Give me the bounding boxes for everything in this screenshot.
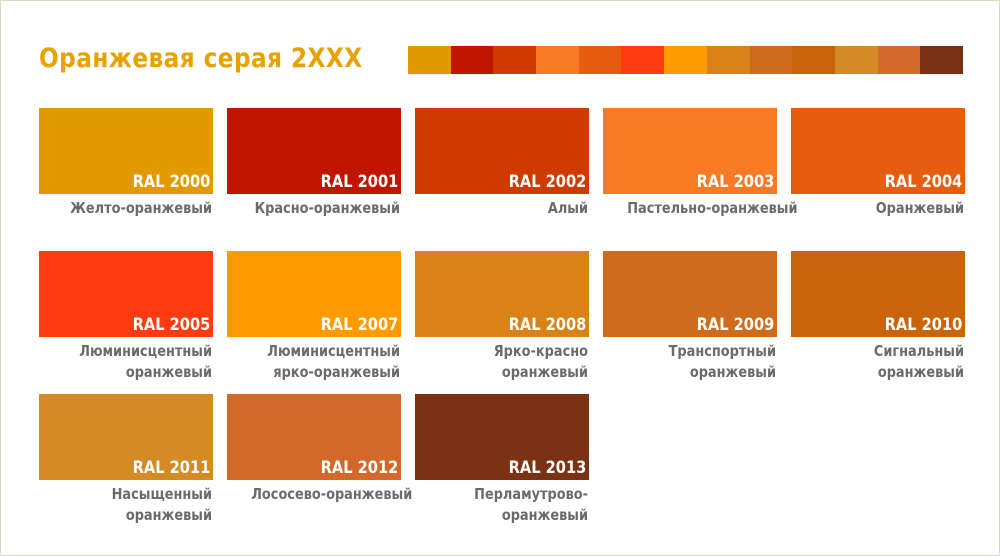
strip-segment (578, 46, 622, 74)
strip-segment (834, 46, 878, 74)
strip-segment (408, 46, 451, 74)
color-swatch: RAL 2011 (39, 394, 213, 480)
strip-segment (493, 46, 537, 74)
strip-segment (706, 46, 750, 74)
strip-segment (621, 46, 665, 74)
color-card: RAL 2003 Пастельно-оранжевый (603, 108, 798, 219)
color-card: RAL 2002 Алый (415, 108, 589, 219)
ral-code: RAL 2007 (320, 315, 398, 335)
color-card: RAL 2011 Насыщенный оранжевый (39, 394, 213, 526)
color-name-line: оранжевый (501, 363, 588, 381)
color-name: Лососево-оранжевый (251, 484, 413, 505)
color-name: Транспортный оранжевый (627, 341, 776, 383)
color-name-line: оранжевый (125, 506, 212, 524)
color-name-line: Насыщенный (111, 485, 212, 503)
strip-segment (920, 46, 963, 74)
ral-code: RAL 2013 (508, 458, 586, 478)
color-name-line: Ярко-красно (493, 342, 588, 360)
color-name: Ярко-красно оранжевый (439, 341, 588, 383)
color-name-line: оранжевый (125, 363, 212, 381)
color-card: RAL 2008 Ярко-красно оранжевый (415, 251, 589, 383)
color-swatch: RAL 2001 (227, 108, 401, 194)
color-card: RAL 2000 Желто-оранжевый (39, 108, 213, 219)
color-name-line: Транспортный (668, 342, 776, 360)
color-name-line: оранжевый (877, 363, 964, 381)
color-strip (408, 46, 963, 74)
ral-code: RAL 2011 (132, 458, 210, 478)
color-name-line: Перламутрово- (474, 485, 588, 503)
color-name-line: оранжевый (501, 506, 588, 524)
color-name: Пастельно-оранжевый (627, 198, 798, 219)
strip-segment (749, 46, 793, 74)
strip-segment (536, 46, 579, 74)
color-swatch: RAL 2003 (603, 108, 777, 194)
color-name: Сигнальный оранжевый (815, 341, 964, 383)
color-name: Красно-оранжевый (251, 198, 400, 219)
color-swatch: RAL 2000 (39, 108, 213, 194)
color-name: Люминисцентный оранжевый (63, 341, 212, 383)
strip-segment (877, 46, 921, 74)
ral-code: RAL 2005 (132, 315, 210, 335)
ral-code: RAL 2010 (884, 315, 962, 335)
ral-code: RAL 2001 (320, 172, 398, 192)
color-card: RAL 2005 Люминисцентный оранжевый (39, 251, 213, 383)
ral-code: RAL 2008 (508, 315, 586, 335)
ral-code: RAL 2003 (696, 172, 774, 192)
color-swatch: RAL 2004 (791, 108, 965, 194)
color-name-line: Красно-оранжевый (254, 199, 400, 217)
color-card: RAL 2007 Люминисцентный ярко-оранжевый (227, 251, 401, 383)
color-swatch: RAL 2009 (603, 251, 777, 337)
color-swatch: RAL 2008 (415, 251, 589, 337)
color-name: Перламутрово-оранжевый (439, 484, 588, 526)
color-name-line: Люминисцентный (79, 342, 212, 360)
page-title: Оранжевая серая 2XXX (39, 43, 363, 74)
color-card: RAL 2004 Оранжевый (791, 108, 965, 219)
color-name: Алый (439, 198, 588, 219)
color-name-line: Алый (547, 199, 588, 217)
color-name-line: Желто-оранжевый (70, 199, 212, 217)
color-card: RAL 2001 Красно-оранжевый (227, 108, 401, 219)
color-swatch: RAL 2007 (227, 251, 401, 337)
strip-segment (664, 46, 707, 74)
ral-code: RAL 2004 (884, 172, 962, 192)
color-name-line: Сигнальный (873, 342, 964, 360)
color-name: Насыщенный оранжевый (63, 484, 212, 526)
strip-segment (792, 46, 835, 74)
ral-code: RAL 2002 (508, 172, 586, 192)
ral-code: RAL 2012 (320, 458, 398, 478)
color-swatch: RAL 2002 (415, 108, 589, 194)
strip-segment (450, 46, 494, 74)
color-name-line: ярко-оранжевый (273, 363, 400, 381)
color-swatch: RAL 2012 (227, 394, 401, 480)
color-swatch: RAL 2005 (39, 251, 213, 337)
color-name-line: оранжевый (689, 363, 776, 381)
color-card: RAL 2013 Перламутрово-оранжевый (415, 394, 589, 526)
color-name: Люминисцентный ярко-оранжевый (251, 341, 400, 383)
color-card: RAL 2012 Лососево-оранжевый (227, 394, 413, 505)
ral-code: RAL 2000 (132, 172, 210, 192)
color-swatch: RAL 2013 (415, 394, 589, 480)
color-card: RAL 2010 Сигнальный оранжевый (791, 251, 965, 383)
color-name-line: Люминисцентный (267, 342, 400, 360)
color-name-line: Оранжевый (875, 199, 964, 217)
color-name-line: Лососево-оранжевый (251, 485, 413, 503)
color-name: Желто-оранжевый (63, 198, 212, 219)
color-name: Оранжевый (815, 198, 964, 219)
color-name-line: Пастельно-оранжевый (627, 199, 798, 217)
ral-code: RAL 2009 (696, 315, 774, 335)
color-card: RAL 2009 Транспортный оранжевый (603, 251, 777, 383)
color-swatch: RAL 2010 (791, 251, 965, 337)
